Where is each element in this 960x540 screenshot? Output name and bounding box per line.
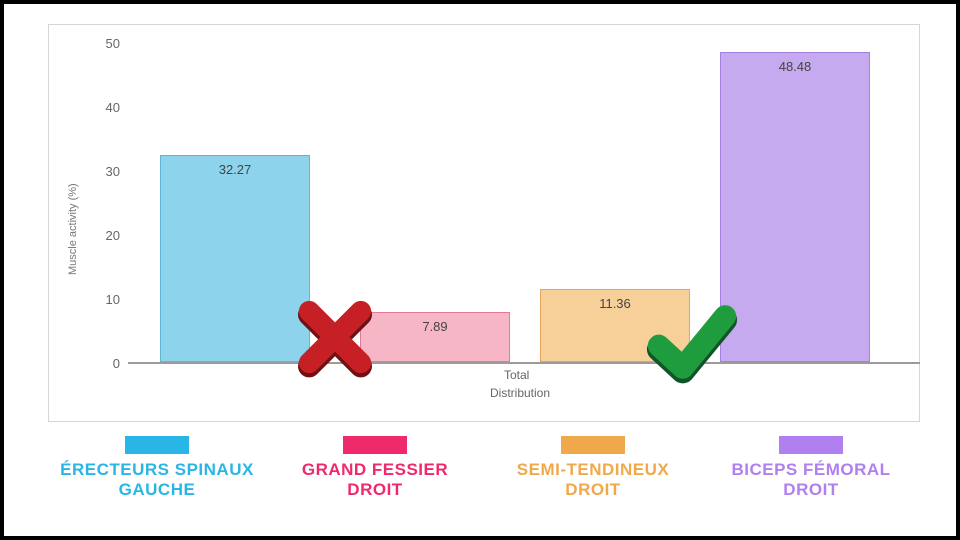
plot-area: 32.27 7.89 11.36 48.48 bbox=[128, 44, 920, 364]
y-tick: 0 bbox=[86, 356, 120, 371]
x-category-label: Total bbox=[504, 368, 529, 382]
y-tick: 50 bbox=[86, 36, 120, 51]
legend-item: BICEPS FÉMORAL DROIT bbox=[702, 436, 920, 499]
legend-item: SEMI-TENDINEUX DROIT bbox=[484, 436, 702, 499]
y-axis-label: Muscle activity (%) bbox=[67, 184, 79, 276]
bar-value-label: 11.36 bbox=[541, 296, 689, 311]
bar-value-label: 7.89 bbox=[361, 319, 509, 334]
legend: ÉRECTEURS SPINAUX GAUCHE GRAND FESSIER DR… bbox=[48, 436, 920, 528]
legend-item: ÉRECTEURS SPINAUX GAUCHE bbox=[48, 436, 266, 499]
bar: 7.89 bbox=[360, 312, 510, 362]
y-tick: 20 bbox=[86, 228, 120, 243]
outer-frame: Muscle activity (%) 32.277.8911.3648.48 … bbox=[0, 0, 960, 540]
bar: 32.27 bbox=[160, 155, 310, 362]
legend-label: ÉRECTEURS SPINAUX GAUCHE bbox=[60, 460, 254, 499]
bar-value-label: 32.27 bbox=[161, 162, 309, 177]
legend-swatch bbox=[125, 436, 189, 454]
legend-label: BICEPS FÉMORAL DROIT bbox=[731, 460, 890, 499]
legend-swatch bbox=[779, 436, 843, 454]
bar: 11.36 bbox=[540, 289, 690, 362]
legend-label: SEMI-TENDINEUX DROIT bbox=[517, 460, 669, 499]
y-tick: 10 bbox=[86, 292, 120, 307]
legend-swatch bbox=[343, 436, 407, 454]
y-tick: 40 bbox=[86, 100, 120, 115]
x-axis-label: Distribution bbox=[490, 386, 550, 400]
y-tick: 30 bbox=[86, 164, 120, 179]
bar: 48.48 bbox=[720, 52, 870, 362]
legend-item: GRAND FESSIER DROIT bbox=[266, 436, 484, 499]
legend-swatch bbox=[561, 436, 625, 454]
bar-value-label: 48.48 bbox=[721, 59, 869, 74]
legend-label: GRAND FESSIER DROIT bbox=[302, 460, 448, 499]
